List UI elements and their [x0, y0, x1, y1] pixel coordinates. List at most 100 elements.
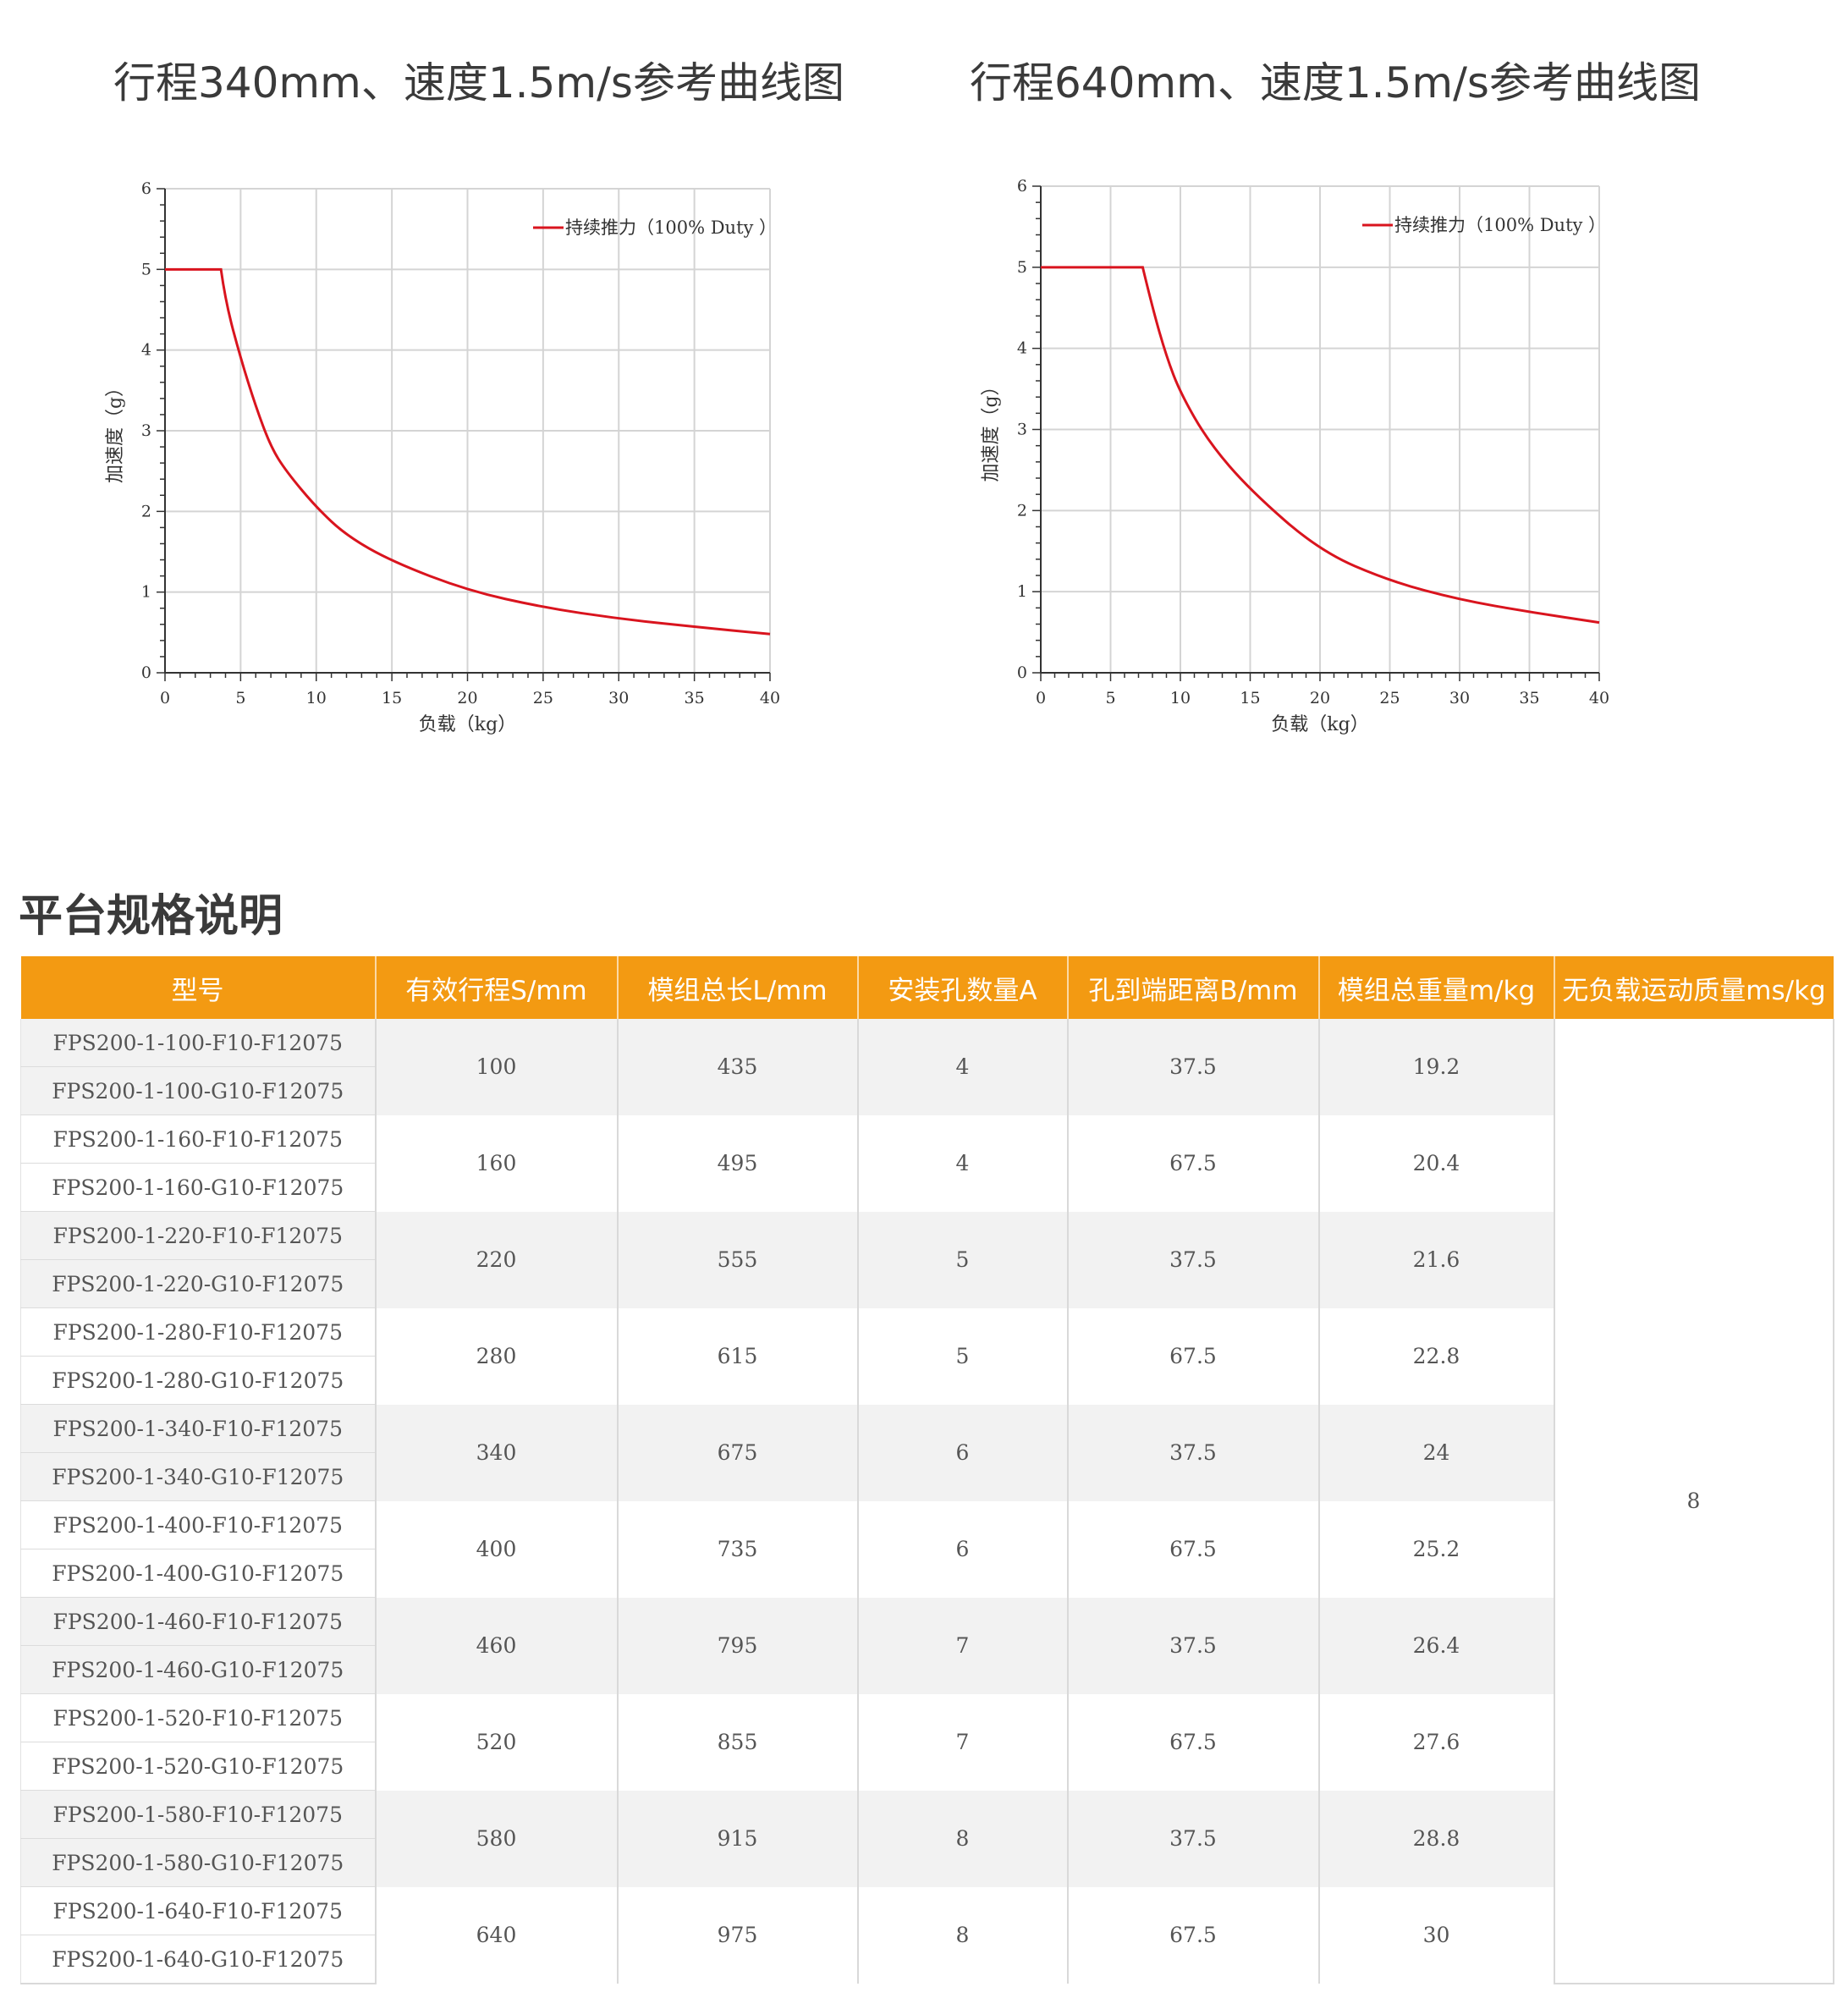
weight-cell: 25.2	[1317, 1500, 1554, 1598]
series-line	[165, 267, 771, 636]
model-cell: FPS200-1-580-G10-F12075	[20, 1838, 376, 1887]
length-cell: 435	[616, 1019, 858, 1115]
holes-cell: 8	[856, 1886, 1068, 1984]
header-length: 模组总长L/mm	[616, 956, 858, 1019]
holes-cell: 6	[856, 1500, 1068, 1598]
table-row: FPS200-1-520-F10-F12075 520 855 7 67.5 27.6	[20, 1693, 1834, 1791]
table-row: FPS200-1-640-G10-F12075	[20, 1935, 1834, 1984]
model-cell: FPS200-1-220-G10-F12075	[20, 1259, 376, 1308]
model-cell: FPS200-1-100-G10-F12075	[20, 1066, 376, 1115]
x-tick-label: 40	[760, 689, 780, 707]
y-axis-label: 加速度（g）	[981, 377, 1002, 482]
table-row: FPS200-1-580-G10-F12075	[20, 1838, 1834, 1887]
x-tick-label: 5	[235, 689, 245, 707]
distance-cell: 67.5	[1066, 1886, 1319, 1984]
model-cell: FPS200-1-580-F10-F12075	[20, 1790, 376, 1839]
x-tick-label: 30	[1449, 689, 1470, 707]
y-axis-label: 加速度（g）	[105, 378, 126, 483]
header-distance: 孔到端距离B/mm	[1066, 956, 1319, 1019]
model-cell: FPS200-1-520-F10-F12075	[20, 1693, 376, 1742]
table-row: FPS200-1-640-F10-F12075 640 975 8 67.5 30	[20, 1886, 1834, 1984]
distance-cell: 37.5	[1066, 1790, 1319, 1887]
table-row: FPS200-1-280-G10-F12075	[20, 1356, 1834, 1405]
table-row: FPS200-1-400-F10-F12075 400 735 6 67.5 25.2	[20, 1500, 1834, 1598]
x-axis-label: 负载（kg）	[419, 714, 516, 735]
model-cell: FPS200-1-160-F10-F12075	[20, 1115, 376, 1164]
x-tick-label: 0	[160, 689, 170, 707]
y-tick-label: 0	[141, 663, 151, 682]
x-axis-label: 负载（kg）	[1271, 714, 1368, 735]
header-moving-mass: 无负载运动质量ms/kg	[1553, 956, 1834, 1019]
header-holes: 安装孔数量A	[856, 956, 1068, 1019]
y-tick-label: 4	[141, 341, 151, 360]
table-row: FPS200-1-160-F10-F12075 160 495 4 67.5 20.4	[20, 1115, 1834, 1212]
distance-cell: 67.5	[1066, 1693, 1319, 1791]
model-cell: FPS200-1-460-F10-F12075	[20, 1597, 376, 1646]
spec-table: 型号 有效行程S/mm 模组总长L/mm 安装孔数量A 孔到端距离B/mm 模组…	[20, 956, 1834, 1984]
holes-cell: 5	[856, 1211, 1068, 1308]
model-cell: FPS200-1-340-G10-F12075	[20, 1452, 376, 1501]
x-tick-label: 35	[1519, 689, 1539, 707]
table-row: FPS200-1-520-G10-F12075	[20, 1742, 1834, 1791]
stroke-cell: 580	[374, 1790, 618, 1887]
model-cell: FPS200-1-400-F10-F12075	[20, 1500, 376, 1549]
weight-cell: 24	[1317, 1404, 1554, 1501]
table-row: FPS200-1-160-G10-F12075	[20, 1163, 1834, 1212]
table-row: FPS200-1-220-F10-F12075 220 555 5 37.5 21.6	[20, 1211, 1834, 1308]
y-tick-label: 4	[1017, 339, 1027, 358]
y-tick-label: 3	[141, 421, 151, 440]
model-cell: FPS200-1-640-G10-F12075	[20, 1935, 376, 1984]
header-weight: 模组总重量m/kg	[1317, 956, 1554, 1019]
length-cell: 795	[616, 1597, 858, 1694]
x-tick-label: 5	[1105, 689, 1115, 707]
table-row: FPS200-1-460-F10-F12075 460 795 7 37.5 26.4	[20, 1597, 1834, 1694]
model-cell: FPS200-1-340-F10-F12075	[20, 1404, 376, 1453]
x-tick-label: 15	[382, 689, 402, 707]
y-tick-label: 0	[1017, 663, 1027, 682]
weight-cell: 22.8	[1317, 1307, 1554, 1405]
model-cell: FPS200-1-280-F10-F12075	[20, 1307, 376, 1357]
stroke-cell: 640	[374, 1886, 618, 1984]
weight-cell: 27.6	[1317, 1693, 1554, 1791]
model-cell: FPS200-1-460-G10-F12075	[20, 1645, 376, 1694]
y-tick-label: 3	[1017, 421, 1027, 439]
chart-title-640: 行程640mm、速度1.5m/s参考曲线图	[970, 58, 1701, 107]
distance-cell: 37.5	[1066, 1597, 1319, 1694]
holes-cell: 6	[856, 1404, 1068, 1501]
x-tick-label: 35	[685, 689, 705, 707]
model-cell: FPS200-1-640-F10-F12075	[20, 1886, 376, 1935]
x-tick-label: 10	[306, 689, 327, 707]
distance-cell: 67.5	[1066, 1500, 1319, 1598]
length-cell: 975	[616, 1886, 858, 1984]
holes-cell: 7	[856, 1693, 1068, 1791]
header-stroke: 有效行程S/mm	[374, 956, 618, 1019]
acceleration-chart-640: 0 5 10 15 20 25 30 35 40 0 1 2 3 4 5 6 负载（kg） 加速度（g） 持续推力（…	[981, 177, 1609, 735]
x-tick-label: 25	[533, 689, 553, 707]
chart-title-340: 行程340mm、速度1.5m/s参考曲线图	[113, 58, 844, 107]
model-cell: FPS200-1-520-G10-F12075	[20, 1742, 376, 1791]
x-tick-label: 20	[1310, 689, 1330, 707]
stroke-cell: 220	[374, 1211, 618, 1308]
y-tick-label: 1	[1017, 582, 1027, 601]
x-tick-label: 30	[608, 689, 629, 707]
y-tick-label: 2	[1017, 501, 1027, 520]
spec-header-row: 型号 有效行程S/mm 模组总长L/mm 安装孔数量A 孔到端距离B/mm 模组…	[20, 956, 1834, 1019]
length-cell: 495	[616, 1115, 858, 1212]
header-model: 型号	[20, 956, 376, 1019]
stroke-cell: 280	[374, 1307, 618, 1405]
distance-cell: 37.5	[1066, 1019, 1319, 1115]
table-row: FPS200-1-580-F10-F12075 580 915 8 37.5 28.8	[20, 1790, 1834, 1887]
x-tick-label: 0	[1036, 689, 1046, 707]
stroke-cell: 340	[374, 1404, 618, 1501]
model-cell: FPS200-1-220-F10-F12075	[20, 1211, 376, 1260]
distance-cell: 67.5	[1066, 1307, 1319, 1405]
series-line	[1041, 266, 1600, 625]
table-row: FPS200-1-460-G10-F12075	[20, 1645, 1834, 1694]
model-cell: FPS200-1-160-G10-F12075	[20, 1163, 376, 1212]
table-row: FPS200-1-220-G10-F12075	[20, 1259, 1834, 1308]
acceleration-chart-340: 0 5 10 15 20 25 30 35 40 0 1 2 3 4 5 6 负载（kg） 加速度（g） 持续推力（…	[105, 179, 780, 735]
table-row: FPS200-1-340-F10-F12075 340 675 6 37.5 24	[20, 1404, 1834, 1501]
x-tick-label: 20	[457, 689, 477, 707]
x-tick-label: 15	[1240, 689, 1260, 707]
holes-cell: 8	[856, 1790, 1068, 1887]
